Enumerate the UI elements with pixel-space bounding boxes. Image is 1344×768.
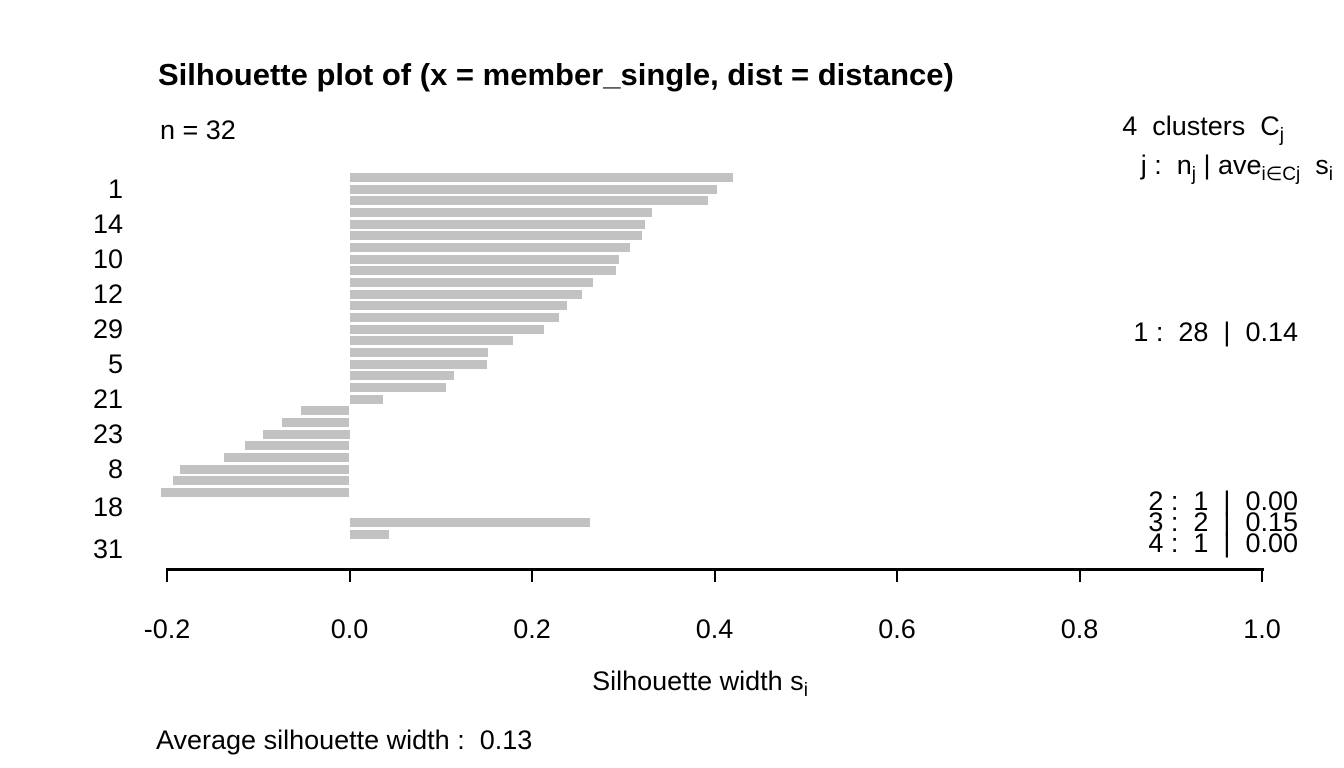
silhouette-bar [349, 313, 560, 323]
sample-size-label: n = 32 [160, 115, 236, 145]
silhouette-bar [349, 371, 454, 381]
silhouette-bar [349, 529, 389, 539]
y-axis-label: 29 [92, 313, 123, 344]
y-axis-label: 31 [92, 533, 123, 564]
silhouette-bar [224, 453, 350, 463]
y-axis-label: 5 [107, 348, 123, 379]
y-axis-label: 14 [92, 208, 123, 239]
y-axis-label: 8 [107, 453, 123, 484]
cluster-stat-row-3: 3 : 2 | 0.15 [1148, 507, 1298, 537]
silhouette-bar [301, 406, 350, 416]
legend-format-text: | ave [1195, 150, 1262, 180]
legend-clusters-line: 4 clusters Cj [1122, 111, 1284, 146]
x-axis-tick-label: 0.4 [695, 614, 734, 644]
y-axis-label: 23 [92, 418, 123, 449]
silhouette-bar [349, 394, 384, 404]
y-axis-label: 10 [92, 243, 123, 274]
silhouette-bar [173, 476, 350, 486]
silhouette-bar [349, 278, 594, 288]
x-axis-tick [896, 567, 898, 582]
x-axis-tick [348, 567, 351, 582]
y-axis-label: 12 [92, 278, 123, 309]
x-axis-tick [1078, 567, 1081, 582]
silhouette-bar [349, 336, 513, 346]
silhouette-bar [281, 418, 350, 428]
silhouette-bar [349, 348, 489, 358]
silhouette-bar [349, 196, 709, 206]
silhouette-bar [349, 359, 488, 369]
legend-format-text: s [1300, 150, 1329, 180]
cluster-stat-row-1: 1 : 28 | 0.14 [1133, 317, 1298, 347]
legend-format-sub-i: i [1328, 164, 1333, 185]
silhouette-bar [349, 289, 583, 299]
silhouette-bar [262, 429, 350, 439]
silhouette-bar [349, 208, 653, 217]
silhouette-bar [179, 464, 350, 474]
x-axis-tick [166, 567, 168, 582]
silhouette-bar [349, 266, 616, 276]
plot-title: Silhouette plot of (x = member_single, d… [158, 57, 954, 92]
silhouette-bar [160, 488, 350, 498]
legend-format-text: j : n [1140, 150, 1192, 180]
x-axis-title: Silhouette width si [480, 666, 920, 701]
y-axis-label: 18 [92, 492, 123, 523]
x-axis-title-subscript: i [803, 680, 808, 701]
y-axis-label: 21 [92, 383, 123, 414]
x-axis-tick [1261, 567, 1263, 582]
silhouette-bar [349, 184, 718, 194]
cluster-stat-row-2: 2 : 1 | 0.00 [1148, 486, 1298, 516]
silhouette-bar [349, 301, 567, 311]
silhouette-bar [349, 219, 646, 229]
legend-clusters-subscript: j [1279, 125, 1284, 146]
cluster-stat-row-4: 4 : 1 | 0.00 [1148, 528, 1298, 558]
y-axis-label: 1 [107, 173, 123, 204]
silhouette-bar [349, 383, 447, 393]
x-axis-tick-label: 1.0 [1243, 614, 1281, 644]
x-axis-title-text: Silhouette width s [592, 666, 804, 696]
x-axis-tick-label: 0.8 [1060, 614, 1099, 644]
legend-clusters-text: 4 clusters C [1122, 111, 1280, 141]
x-axis-tick [713, 567, 716, 582]
x-axis-tick [531, 567, 533, 582]
silhouette-bar [349, 518, 591, 528]
x-axis-tick-label: 0.6 [878, 614, 916, 644]
x-axis-tick-label: 0.0 [330, 614, 369, 644]
silhouette-bar [349, 324, 544, 334]
legend-format-sub-j: j [1191, 164, 1196, 185]
silhouette-bar [245, 441, 350, 451]
silhouette-bar [349, 243, 630, 253]
average-width-label: Average silhouette width : 0.13 [156, 725, 533, 755]
legend-format-sub-icj: i∈Cj [1261, 164, 1301, 185]
x-axis-tick-label: 0.2 [513, 614, 551, 644]
silhouette-bar [349, 254, 619, 264]
silhouette-bar [349, 173, 733, 182]
legend-format-line: j : nj | avei∈Cj si [1140, 150, 1333, 185]
silhouette-bar [349, 231, 643, 241]
x-axis-tick-label: -0.2 [143, 614, 191, 644]
